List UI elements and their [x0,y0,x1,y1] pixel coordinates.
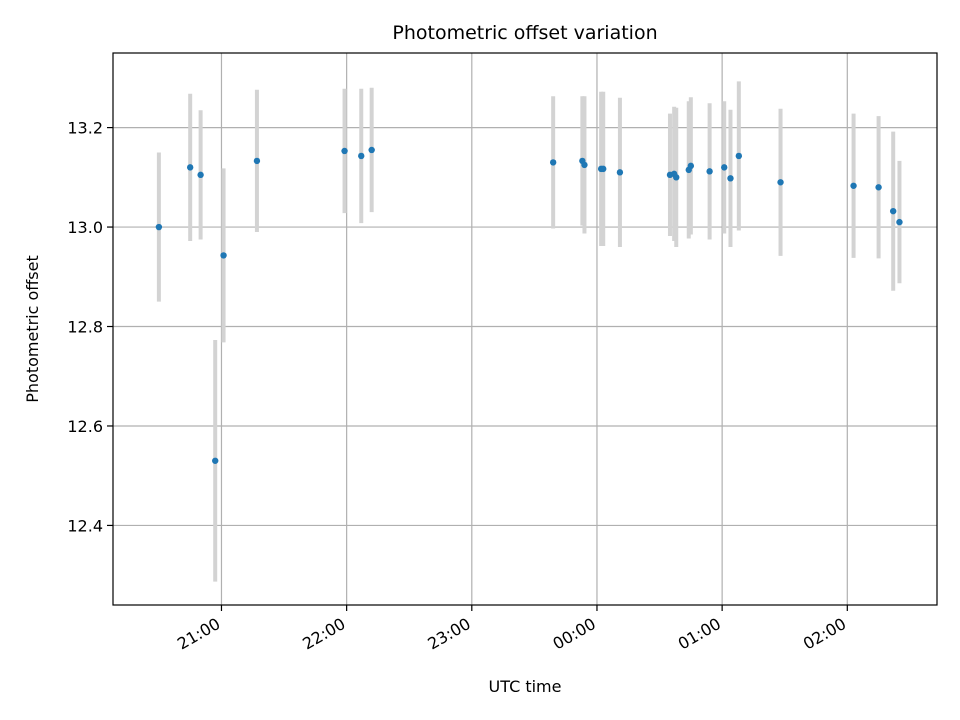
data-point [721,164,728,171]
y-tick-label: 12.6 [67,417,103,436]
data-point [687,162,695,170]
data-point [896,218,903,226]
data-point [850,182,857,189]
data-point [368,146,375,154]
data-point [197,171,204,179]
y-tick-label: 12.8 [67,318,103,337]
data-point [777,179,784,186]
data-point [253,157,261,165]
data-point [673,174,680,181]
data-point [727,175,734,182]
point-layer [155,146,903,464]
data-point [616,169,624,176]
data-point [549,159,557,166]
chart-title: Photometric offset variation [392,22,657,44]
x-axis-label: UTC time [489,677,562,696]
data-point [889,207,897,215]
y-axis-label: Photometric offset [23,255,42,403]
data-point [220,252,227,259]
data-point [341,147,348,155]
data-point [875,184,882,191]
data-point [155,223,163,231]
grid-layer [113,53,937,605]
plot-frame [112,52,938,606]
data-point [735,152,743,160]
data-point [600,165,607,173]
y-tick-label: 13.0 [67,218,103,237]
y-tick-label: 13.2 [67,119,103,138]
y-tick-label: 12.4 [67,516,103,535]
data-point [186,164,194,171]
data-point [212,457,219,464]
data-point [706,168,713,175]
data-point [358,152,365,160]
data-point [581,161,588,169]
